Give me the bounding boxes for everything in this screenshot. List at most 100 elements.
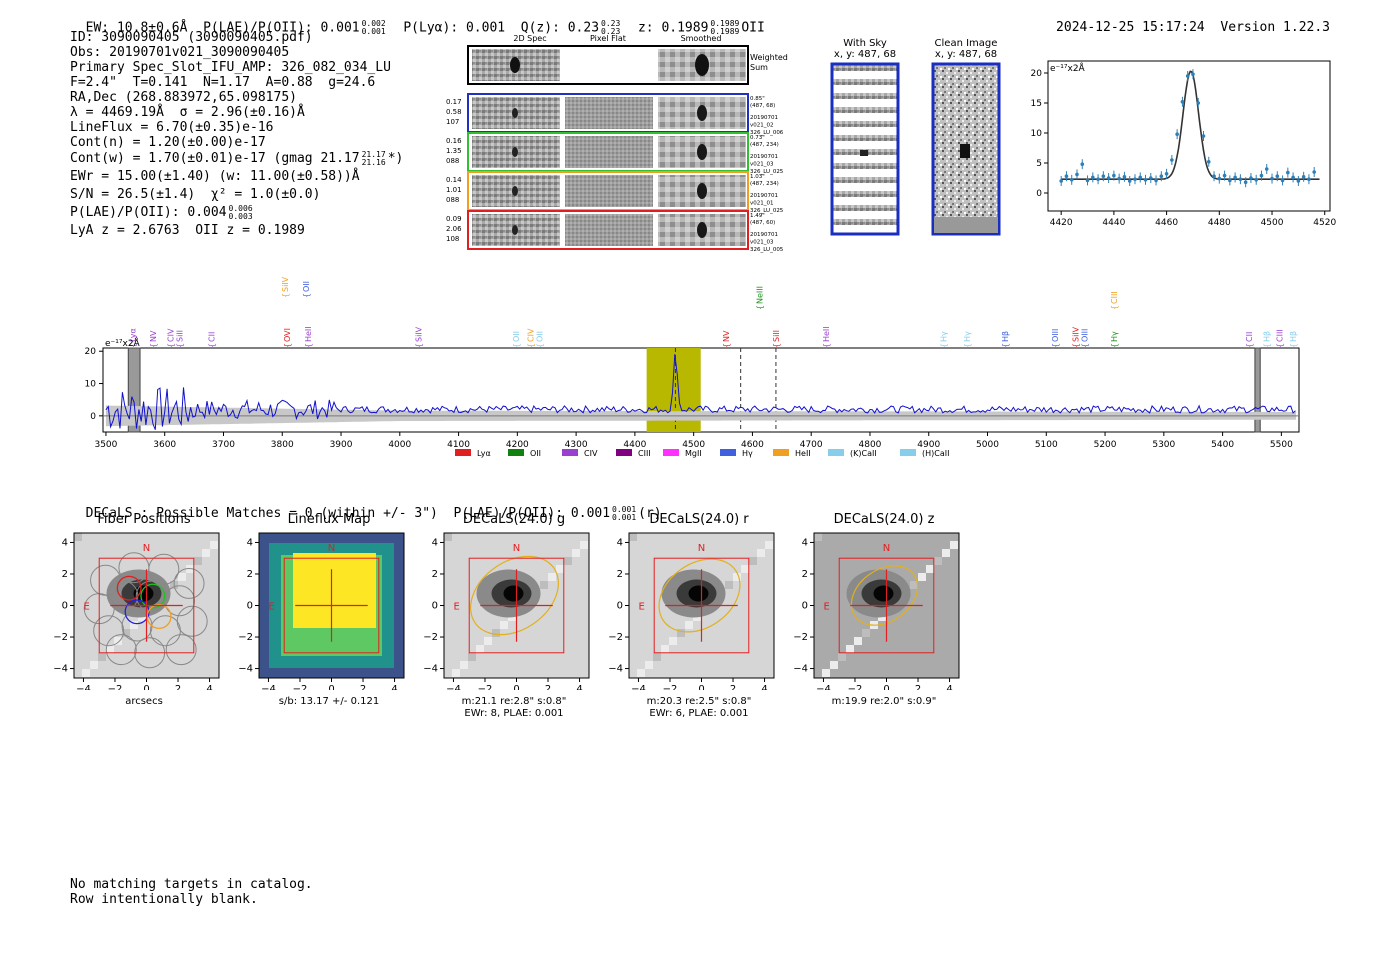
cutout-row-2dspec-source [512, 108, 518, 118]
cutout-row-stat: 1.35 [446, 147, 462, 155]
legend-swatch [562, 449, 578, 456]
spectral-line-bracket: { [536, 343, 545, 348]
info-lyaz: LyA z = 2.6763 OII z = 0.1989 [70, 223, 305, 238]
zoom-data-point [1064, 174, 1069, 178]
zoom-x-tick-label: 4500 [1261, 218, 1284, 228]
fiber-circle [93, 615, 125, 647]
spec-error-band [103, 405, 1299, 427]
info-sn: S/N = 26.5(±1.4) χ² = 1.0(±0.0) [70, 187, 321, 202]
panel-caption-line-2: EWr: 6, PLAE: 0.001 [649, 708, 749, 719]
info-contw-end: *) [387, 151, 404, 166]
galaxy-nucleus [133, 585, 154, 602]
panel-x-tick-label: 2 [545, 684, 551, 690]
spectral-line-label: NeIII [756, 286, 765, 304]
zoom-x-tick-label: 4460 [1155, 218, 1178, 228]
fiber-circle [164, 585, 196, 617]
panel-noise-pixel [500, 621, 508, 629]
zoom-data-point [1148, 176, 1153, 180]
legend-label: MgII [685, 449, 702, 458]
compass-north: N [883, 543, 890, 554]
spectral-line-bracket: { [1072, 343, 1081, 348]
spec-x-tick-label: 3700 [212, 440, 235, 450]
spectral-line-bracket: { [208, 343, 217, 348]
zoom-data-point [1206, 160, 1211, 164]
spectral-line-bracket: { [128, 343, 137, 348]
zoom-data-point [1075, 172, 1079, 177]
cutout-row-smoothed-source [697, 144, 707, 160]
spectral-line-label: OIII [1081, 329, 1090, 342]
panel-title: Lineflux Map [287, 512, 371, 527]
search-box [468, 557, 565, 654]
panel-y-tick-label: −4 [238, 664, 253, 675]
panel-y-tick-label: −4 [53, 664, 68, 675]
weighted-smoothed-source [695, 54, 709, 76]
panel-noise-pixel [653, 653, 661, 661]
zoom-data-point [1249, 176, 1253, 180]
clean-image-title-text: Clean Image [934, 38, 998, 49]
zoom-data-point [1117, 176, 1121, 181]
spectral-line-label: CII [1245, 332, 1254, 342]
with-sky-source [860, 150, 868, 156]
spectral-line-label: NV [149, 330, 158, 342]
decals-summary-sup: 0.001 [612, 504, 637, 514]
panel-y-tick-label: −2 [793, 632, 808, 643]
panel-y-tick-label: 0 [247, 601, 253, 612]
panel-noise-pixel [669, 637, 677, 645]
panel-noise-pixel [106, 645, 114, 653]
search-box [838, 557, 935, 654]
zoom-data-point [1254, 178, 1259, 182]
panel-noise-pixel [452, 669, 460, 677]
panel-x-tick-label: 4 [946, 684, 952, 690]
info-contw: Cont(w) = 1.70(±0.01)e-17 (gmag 21.17 21.… [70, 150, 403, 168]
zoom-data-point [1291, 175, 1295, 180]
panel-x-tick-label: 0 [143, 684, 149, 690]
spec-y-tick-label: 20 [85, 347, 97, 357]
header-z-sup: 0.1989 [710, 19, 740, 28]
zoom-data-point [1091, 175, 1095, 180]
panel-y-tick-label: 4 [617, 537, 623, 548]
fiber-highlight [146, 604, 172, 630]
footer-line-2: Row intentionally blank. [70, 892, 258, 907]
panel-x-tick-label: 0 [328, 684, 334, 690]
cutout-row-meta: 20190701 [750, 232, 778, 238]
legend-swatch [773, 449, 789, 456]
cutout-row-smoothed-source [697, 183, 707, 199]
spec-x-tick-label: 4400 [623, 440, 646, 450]
footer-line-1: No matching targets in catalog. [70, 877, 313, 892]
panel-noise-pixel [910, 581, 918, 589]
cutout-row-meta: v021_03 [750, 162, 774, 168]
panel-x-tick-label: 4 [391, 684, 397, 690]
zoom-data-point [1286, 170, 1290, 175]
panel-noise-pixel [838, 653, 846, 661]
spec-x-tick-label: 5400 [1211, 440, 1234, 450]
zoom-data-point [1170, 158, 1174, 162]
info-block: ID: 3090090405 (3090090405.pdf) Obs: 201… [70, 30, 403, 240]
spectral-line-bracket: { [772, 343, 781, 348]
panel-caption: arcsecs [64, 696, 224, 708]
spec-x-tick-label: 3600 [153, 440, 176, 450]
aperture-ellipse [850, 565, 919, 626]
with-sky-coord: x, y: 487, 68 [833, 49, 897, 60]
legend-swatch [663, 449, 679, 456]
spectral-line-label: CIV [526, 328, 535, 342]
panel-x-tick-label: −2 [848, 684, 863, 690]
panel-x-tick-label: −2 [663, 684, 678, 690]
spectral-line-bracket: { [1110, 343, 1119, 348]
lineflux-peak [293, 553, 376, 628]
info-contw-sub: 21.16 [361, 157, 386, 167]
legend-label: CIII [638, 449, 651, 458]
zoom-data-point [1238, 177, 1243, 181]
panel-plot: N E −4 −4 −2 −2 0 0 2 2 4 4 [238, 532, 405, 690]
spectral-line-label: Lyα [128, 328, 137, 342]
compass-north: N [513, 543, 520, 554]
panel-noise-pixel [556, 565, 564, 573]
zoom-y-tick-label: 5 [1036, 159, 1042, 169]
zoom-data [1059, 69, 1320, 188]
spectral-line-label: OII [512, 331, 521, 342]
info-ewr: EWr = 15.00(±1.40) (w: 11.00(±0.58))Å [70, 169, 360, 184]
clean-image-title: Clean Image x, y: 487, 68 [891, 38, 1041, 60]
cutout-row-meta: 20190701 [750, 115, 778, 121]
fiber-circle [135, 580, 167, 612]
zoom-y-tick-label: 10 [1031, 129, 1043, 139]
panel-x-tick-label: −4 [816, 684, 831, 690]
